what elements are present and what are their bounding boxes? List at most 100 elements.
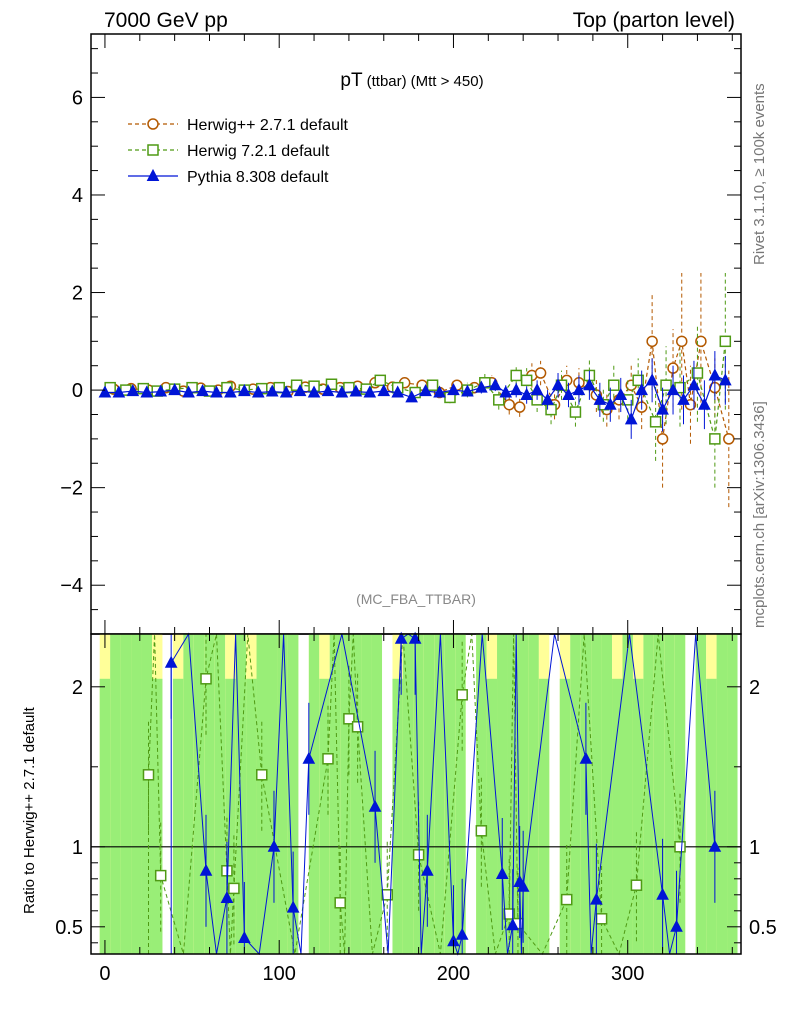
ratio-point-triangle bbox=[286, 900, 300, 913]
ratio-uncertainty-band-inner bbox=[319, 678, 330, 954]
main-point-triangle bbox=[645, 373, 659, 386]
main-y-tick-label: −2 bbox=[60, 478, 83, 500]
ratio-uncertainty-band-inner bbox=[287, 634, 299, 954]
main-point-triangle bbox=[140, 385, 154, 398]
main-point-triangle bbox=[377, 383, 391, 397]
ratio-point-triangle bbox=[495, 866, 509, 879]
main-point-circle bbox=[503, 398, 515, 411]
ratio-point-square bbox=[256, 769, 268, 781]
ratio-point-square bbox=[475, 825, 488, 837]
main-point-triangle bbox=[635, 383, 648, 396]
ratio-uncertainty-band-inner bbox=[601, 634, 613, 954]
main-point-triangle bbox=[677, 392, 690, 405]
main-point-triangle bbox=[624, 412, 638, 425]
ratio-point-triangle bbox=[516, 879, 530, 892]
legend-marker-triangle bbox=[146, 168, 160, 181]
main-point-triangle bbox=[572, 383, 586, 396]
header-left: 7000 GeV pp bbox=[104, 9, 228, 32]
ratio-uncertainty-band-inner bbox=[120, 634, 132, 954]
main-point-triangle bbox=[614, 387, 628, 400]
main-point-circle bbox=[513, 401, 526, 413]
ratio-uncertainty-band-inner bbox=[340, 634, 351, 954]
ratio-point-square bbox=[228, 882, 240, 895]
ratio-y-tick-label-left: 1 bbox=[72, 837, 83, 859]
main-point-circle bbox=[646, 335, 658, 348]
main-point-triangle bbox=[593, 392, 607, 405]
main-point-triangle bbox=[666, 383, 680, 396]
ratio-uncertainty-band-inner bbox=[706, 678, 717, 954]
ratio-uncertainty-band-inner bbox=[497, 634, 508, 954]
ratio-y-tick-label-left: 2 bbox=[72, 677, 83, 699]
ratio-point-square bbox=[674, 841, 686, 853]
ratio-point-triangle bbox=[394, 631, 408, 644]
rivet-label: Rivet 3.1.10, ≥ 100k events bbox=[751, 83, 768, 265]
ratio-uncertainty-band-inner bbox=[632, 678, 644, 954]
ratio-uncertainty-band-inner bbox=[267, 634, 278, 954]
main-point-triangle bbox=[541, 392, 554, 405]
ratio-uncertainty-band-inner bbox=[444, 634, 456, 954]
main-point-square bbox=[719, 335, 732, 348]
main-point-square bbox=[374, 374, 387, 387]
ratio-point-square bbox=[154, 869, 167, 882]
main-point-triangle bbox=[98, 385, 112, 398]
ratio-uncertainty-band-inner bbox=[193, 634, 205, 954]
main-point-triangle bbox=[349, 384, 363, 397]
ratio-point-triangle bbox=[656, 887, 669, 900]
main-point-triangle bbox=[251, 385, 265, 398]
ratio-uncertainty-band-inner bbox=[528, 634, 539, 954]
ratio-y-label: Ratio to Herwig++ 2.7.1 default bbox=[21, 706, 38, 914]
main-point-triangle bbox=[520, 387, 533, 400]
main-point-square bbox=[660, 379, 672, 391]
ratio-uncertainty-band-inner bbox=[622, 634, 633, 954]
main-point-square bbox=[510, 369, 522, 382]
main-point-square bbox=[569, 406, 582, 418]
ratio-y-axis: 2 2 1 1 0.5 0.5 bbox=[55, 677, 777, 944]
ratio-point-triangle bbox=[238, 930, 251, 943]
main-point-triangle bbox=[405, 390, 418, 403]
legend-marker-circle bbox=[147, 118, 159, 130]
main-point-triangle bbox=[293, 383, 307, 397]
ratio-point-square bbox=[503, 908, 515, 920]
ratio-uncertainty-band-inner bbox=[308, 634, 320, 954]
ratio-y-tick-label-right: 2 bbox=[749, 677, 760, 699]
main-plot-panel: 6 4 2 0 −2 −4 pT (ttbar) (Mtt > 450) Herwig++ 2… bbox=[60, 33, 742, 635]
main-point-triangle bbox=[603, 397, 617, 410]
header-right: Top (parton level) bbox=[573, 9, 735, 32]
main-y-tick-label: −4 bbox=[60, 575, 83, 597]
main-point-triangle bbox=[656, 402, 669, 415]
main-point-triangle bbox=[562, 387, 575, 400]
ratio-plot-frame bbox=[90, 633, 742, 955]
main-point-triangle bbox=[265, 384, 279, 397]
ratio-y-tick-label-left: 0.5 bbox=[55, 917, 83, 939]
main-point-circle bbox=[676, 335, 688, 348]
ratio-uncertainty-band-inner bbox=[141, 634, 152, 954]
ratio-plot-panel: 2 2 1 1 0.5 0.5 0 100 200 300 Ratio to Herwig++ … bbox=[21, 631, 777, 985]
ratio-uncertainty-band-inner bbox=[183, 634, 194, 954]
ratio-x-axis: 0 100 200 300 bbox=[99, 634, 733, 985]
main-point-square bbox=[632, 374, 644, 387]
ratio-point-square bbox=[343, 713, 355, 725]
main-point-triangle bbox=[279, 385, 293, 398]
ratio-uncertainty-band-inner bbox=[204, 634, 215, 954]
ratio-uncertainty-band-inner bbox=[172, 678, 184, 954]
ratio-uncertainty-band-inner bbox=[413, 634, 424, 954]
main-plot-data bbox=[98, 273, 735, 508]
main-point-triangle bbox=[708, 368, 722, 381]
ratio-point-square bbox=[142, 769, 155, 781]
main-point-triangle bbox=[112, 385, 126, 398]
ratio-point-square bbox=[456, 689, 468, 701]
ratio-point-triangle bbox=[421, 863, 434, 876]
ratio-uncertainty-band-inner bbox=[99, 678, 111, 954]
main-point-triangle bbox=[461, 384, 474, 397]
mcplots-label: mcplots.cern.ch [arXiv:1306.3436] bbox=[751, 401, 768, 628]
ratio-point-square bbox=[334, 897, 346, 909]
ratio-uncertainty-band-inner bbox=[643, 634, 654, 954]
ratio-point-triangle bbox=[199, 863, 213, 876]
legend-label-square: Herwig 7.2.1 default bbox=[187, 143, 330, 160]
main-y-tick-label: 0 bbox=[72, 380, 83, 402]
main-point-triangle bbox=[321, 383, 335, 397]
ratio-uncertainty-band-inner bbox=[392, 678, 403, 954]
main-point-triangle bbox=[335, 385, 349, 398]
ratio-uncertainty-band-inner bbox=[664, 634, 675, 954]
